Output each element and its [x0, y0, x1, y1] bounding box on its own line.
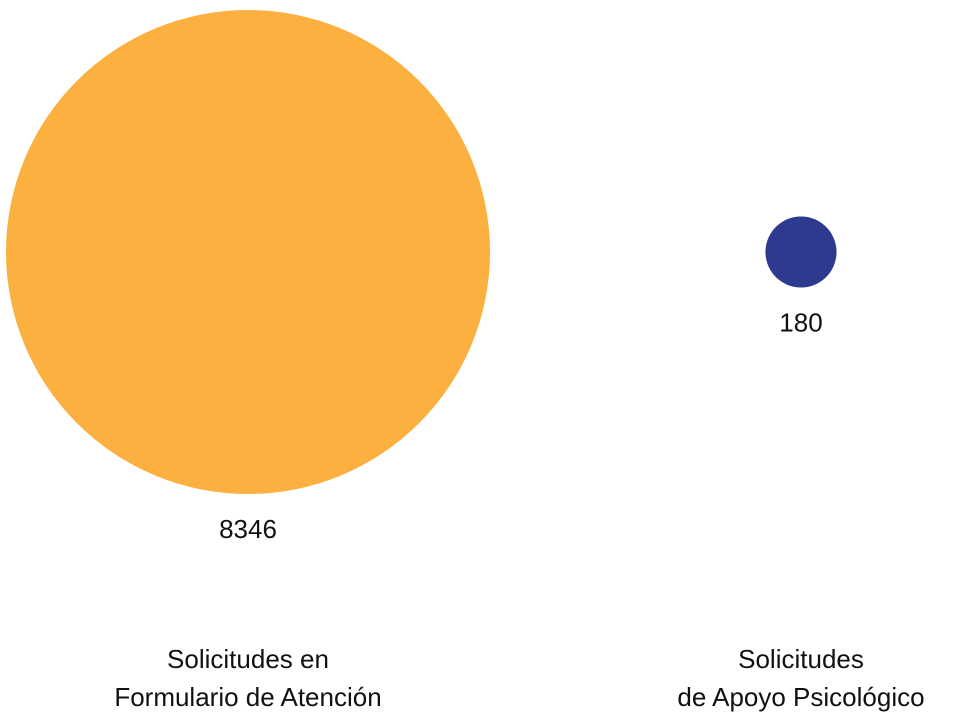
- bubble: [765, 216, 837, 288]
- chart: 8346 180: [6, 10, 837, 544]
- category-label: Solicitudes de Apoyo Psicológico: [677, 644, 925, 712]
- bubble: [6, 10, 490, 494]
- category-label: Solicitudes en Formulario de Atención: [114, 644, 382, 712]
- value-label: 8346: [219, 514, 277, 544]
- value-label: 180: [779, 307, 822, 337]
